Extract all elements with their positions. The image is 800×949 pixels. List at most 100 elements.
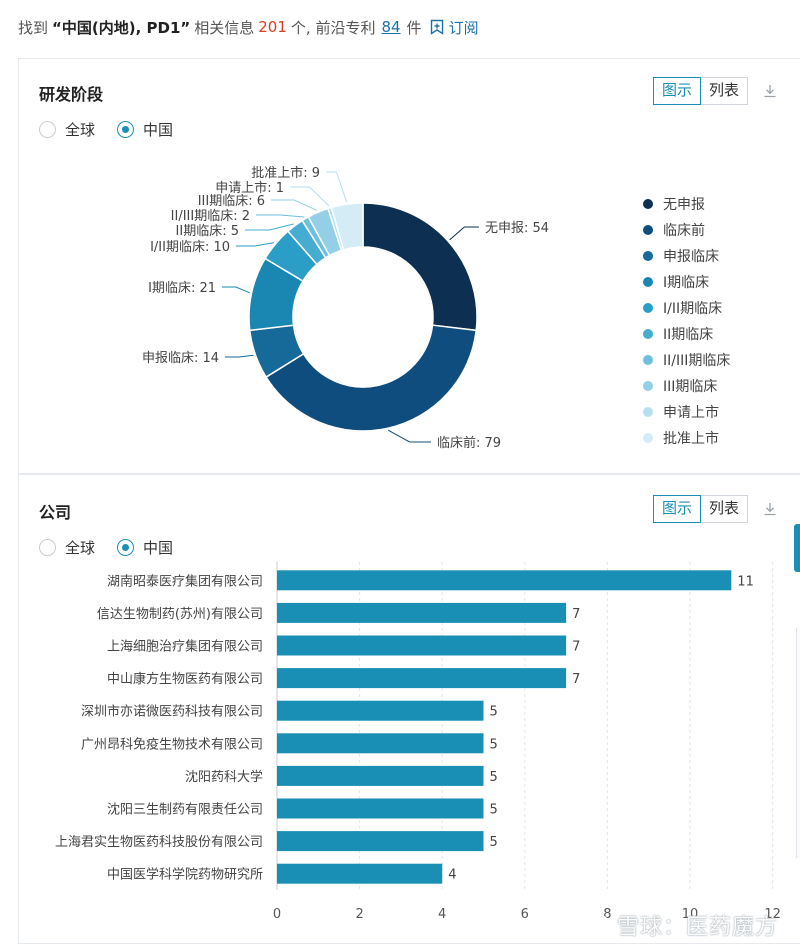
stage-chart-view-button[interactable]: 图示 <box>652 77 701 105</box>
legend-item[interactable]: 申报临床 <box>643 243 730 269</box>
bar-value-label: 4 <box>448 868 456 883</box>
legend-label: 无申报 <box>663 197 705 213</box>
watermark-text: 雪球：医药魔方 <box>616 915 778 940</box>
legend-item[interactable]: I/II期临床 <box>643 295 730 321</box>
info-suffix: 个, 前沿专利 <box>290 18 376 37</box>
stage-list-view-button[interactable]: 列表 <box>700 77 748 105</box>
legend-dot-icon <box>643 329 653 339</box>
category-label: 湖南昭泰医疗集团有限公司 <box>107 573 263 589</box>
x-tick-label: 0 <box>273 907 281 922</box>
download-icon[interactable] <box>762 83 778 99</box>
donut-slice[interactable] <box>265 324 478 432</box>
stage-radio-global-label: 全球 <box>65 121 96 139</box>
bookmark-plus-icon <box>430 19 443 35</box>
stage-radio-china-label: 中国 <box>143 121 174 139</box>
watermark: 雪球：医药魔方 <box>589 909 778 941</box>
donut-data-label: I期临床: 21 <box>148 281 216 296</box>
bar-value-label: 7 <box>572 640 580 655</box>
legend-item[interactable]: 临床前 <box>643 217 730 243</box>
found-prefix: 找到 <box>18 18 49 37</box>
x-tick-label: 2 <box>355 907 363 922</box>
stage-legend: 无申报临床前申报临床 I期临床 I/II期临床 II期临床 II/III期临床 III期临… <box>643 191 730 451</box>
company-radio-global[interactable]: 全球 <box>39 537 95 558</box>
company-region-radio-group: 全球 中国 <box>39 537 195 558</box>
donut-slice[interactable] <box>330 202 364 251</box>
search-query: “中国(内地), PD1” <box>52 18 191 37</box>
x-tick-label: 6 <box>521 907 529 922</box>
legend-dot-icon <box>643 303 653 313</box>
category-label: 广州昂科免疫生物技术有限公司 <box>81 736 263 752</box>
legend-item[interactable]: II期临床 <box>643 321 730 347</box>
company-radio-china-label: 中国 <box>143 539 174 557</box>
legend-dot-icon <box>643 407 653 417</box>
legend-dot-icon <box>643 433 653 443</box>
company-view-toggle: 图示 列表 <box>652 495 778 523</box>
legend-dot-icon <box>643 225 653 235</box>
bar[interactable] <box>277 733 484 754</box>
legend-label: II/III期临床 <box>663 353 731 369</box>
bar[interactable] <box>277 831 484 852</box>
category-label: 信达生物制药(苏州)有限公司 <box>97 606 263 622</box>
category-label: 上海君实生物医药科技股份有限公司 <box>55 835 263 850</box>
bar[interactable] <box>277 798 484 819</box>
stage-view-toggle: 图示 列表 <box>652 77 778 105</box>
side-float-tab[interactable] <box>794 524 800 572</box>
legend-dot-icon <box>643 199 653 209</box>
legend-item[interactable]: I期临床 <box>643 269 730 295</box>
info-count: 201 <box>258 18 287 36</box>
legend-label: I期临床 <box>663 275 710 291</box>
category-label: 上海细胞治疗集团有限公司 <box>107 639 263 655</box>
bar[interactable] <box>277 700 484 721</box>
x-tick-label: 12 <box>764 907 781 922</box>
patent-suffix: 件 <box>406 18 422 37</box>
snowball-logo-icon <box>589 915 610 935</box>
bar[interactable] <box>277 570 732 591</box>
donut-label-line <box>222 286 250 294</box>
category-label: 中国医学科学院药物研究所 <box>107 867 263 883</box>
x-tick-label: 4 <box>438 907 446 922</box>
bar-value-label: 7 <box>572 607 580 622</box>
search-summary: 找到 “中国(内地), PD1” 相关信息 201 个, 前沿专利 84 件 订… <box>18 14 479 40</box>
donut-data-label: 申报临床: 14 <box>142 351 219 366</box>
legend-item[interactable]: II/III期临床 <box>643 347 730 373</box>
info-prefix: 相关信息 <box>194 18 255 37</box>
legend-dot-icon <box>643 251 653 261</box>
bar[interactable] <box>277 863 443 884</box>
radio-selected-icon <box>117 539 135 556</box>
bar-value-label: 5 <box>490 770 498 785</box>
subscribe-button[interactable]: 订阅 <box>430 17 479 38</box>
bar-value-label: 11 <box>737 574 754 589</box>
stage-donut-chart: 无申报: 54 临床前: 79 申报临床: 14 I期临床: 21 I/II期临床: 1… <box>142 165 549 451</box>
bar[interactable] <box>277 602 567 623</box>
company-chart-view-button[interactable]: 图示 <box>652 495 701 523</box>
donut-label-line <box>271 199 318 211</box>
bar-value-label: 5 <box>490 803 498 818</box>
bar[interactable] <box>277 668 567 689</box>
donut-label-line <box>290 186 330 207</box>
legend-label: 临床前 <box>663 223 705 239</box>
legend-item[interactable]: 申请上市 <box>643 399 730 425</box>
stage-region-radio-group: 全球 中国 <box>39 119 195 140</box>
donut-data-label: 批准上市: 9 <box>251 165 320 181</box>
stage-radio-china[interactable]: 中国 <box>117 119 173 140</box>
bar[interactable] <box>277 635 567 656</box>
legend-item[interactable]: 无申报 <box>643 191 730 217</box>
donut-data-label: 申请上市: 1 <box>215 180 284 196</box>
company-list-view-button[interactable]: 列表 <box>700 495 748 523</box>
company-radio-china[interactable]: 中国 <box>117 537 173 558</box>
legend-label: 申请上市 <box>663 405 719 421</box>
patent-count-link[interactable]: 84 <box>381 18 401 36</box>
category-label: 沈阳三生制药有限责任公司 <box>107 803 263 818</box>
legend-item[interactable]: 批准上市 <box>643 425 730 451</box>
bar[interactable] <box>277 765 484 786</box>
legend-label: III期临床 <box>663 379 718 395</box>
legend-label: 批准上市 <box>663 431 719 447</box>
x-tick-label: 8 <box>603 907 611 922</box>
donut-label-line <box>225 354 254 358</box>
stage-radio-global[interactable]: 全球 <box>39 119 95 140</box>
radio-selected-icon <box>117 121 135 138</box>
donut-data-label: II期临床: 5 <box>176 224 239 239</box>
download-icon[interactable] <box>762 501 778 517</box>
legend-item[interactable]: III期临床 <box>643 373 730 399</box>
donut-slice[interactable] <box>362 202 478 332</box>
